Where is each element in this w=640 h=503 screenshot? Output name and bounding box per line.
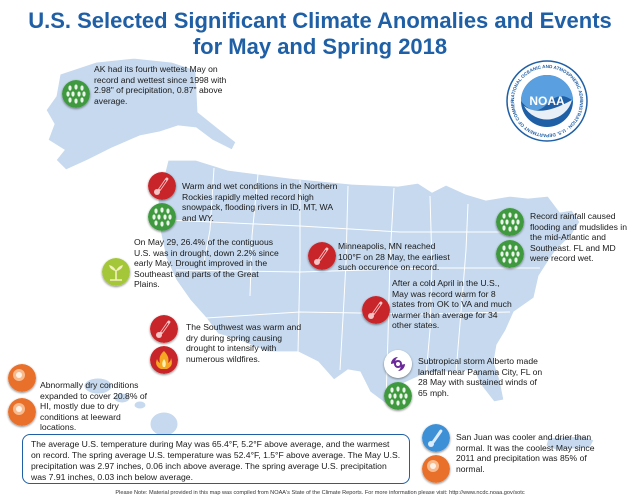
map-title-line-2: for May and Spring 2018: [192, 34, 448, 59]
national-summary-box: The average U.S. temperature during May …: [22, 434, 410, 484]
alaska-landmass: [45, 57, 237, 171]
drought-plant-icon: [102, 258, 130, 286]
wildfire-icon: [150, 346, 178, 374]
dry-sun-icon: [422, 455, 450, 483]
midatlantic-annotation: Record rainfall caused flooding and muds…: [530, 211, 627, 264]
footer-note: Please Note: Material provided in this m…: [115, 490, 525, 496]
drought-annotation: On May 29, 26.4% of the contiguous U.S. …: [134, 237, 279, 290]
alberto-annotation: Subtropical storm Alberto made landfall …: [418, 356, 543, 398]
rockies-annotation: Warm and wet conditions in the Northern …: [182, 181, 338, 223]
heat-thermometer-icon: [362, 296, 390, 324]
dry-sun-icon: [8, 364, 36, 392]
hawaii-annotation: Abnormally dry conditions expanded to co…: [40, 380, 148, 433]
noaa-logo: NOAA NATIONAL OCEANIC AND ATMOSPHERIC AD…: [506, 60, 588, 142]
alaska-annotation: AK had its fourth wettest May on record …: [94, 64, 227, 106]
rain-icon: [62, 80, 90, 108]
hawaii-islands: [83, 377, 179, 437]
heat-thermometer-icon: [308, 242, 336, 270]
cool-thermometer-icon: [422, 424, 450, 452]
dry-sun-icon: [8, 398, 36, 426]
contiguous-us-landmass: [157, 159, 581, 405]
rain-icon: [148, 203, 176, 231]
heat-thermometer-icon: [150, 315, 178, 343]
noaa-logo-text: NOAA: [529, 94, 565, 108]
rain-icon: [496, 240, 524, 268]
southwest-annotation: The Southwest was warm and dry during sp…: [186, 322, 302, 364]
tropical-storm-icon: [384, 350, 412, 378]
minneapolis-annotation: Minneapolis, MN reached 100°F on 28 May,…: [338, 241, 450, 273]
rain-icon: [384, 382, 412, 410]
rain-icon: [496, 208, 524, 236]
heat-thermometer-icon: [148, 172, 176, 200]
record-warm-annotation: After a cold April in the U.S., May was …: [392, 278, 512, 331]
puerto-rico-landmass: [545, 435, 595, 451]
map-title-line-1: U.S. Selected Significant Climate Anomal…: [28, 8, 612, 33]
san-juan-annotation: San Juan was cooler and drier than norma…: [456, 432, 595, 474]
